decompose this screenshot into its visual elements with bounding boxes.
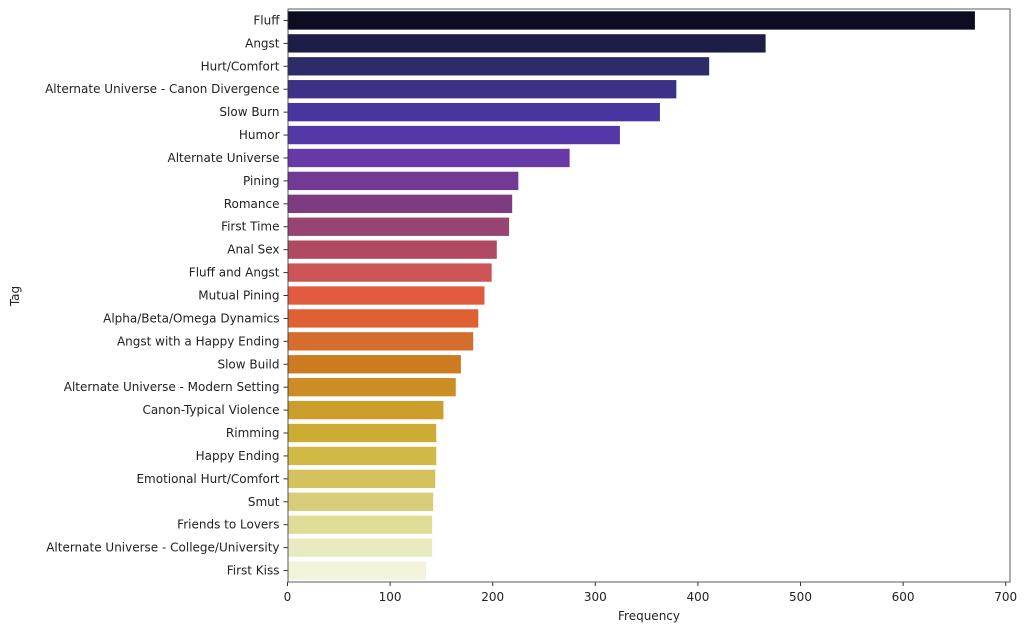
bar — [287, 400, 444, 420]
y-tick-label: First Kiss — [227, 564, 280, 578]
y-tick-label: Fluff and Angst — [189, 266, 280, 280]
bar — [287, 538, 433, 557]
y-tick-label: Romance — [224, 197, 280, 211]
bar — [287, 11, 975, 30]
x-tick-label: 700 — [994, 590, 1017, 604]
x-tick-label: 300 — [584, 590, 607, 604]
x-tick-label: 600 — [892, 590, 915, 604]
x-tick-label: 200 — [481, 590, 504, 604]
x-tick-label: 500 — [789, 590, 812, 604]
y-tick-label: Hurt/Comfort — [201, 59, 280, 73]
x-tick-label: 400 — [686, 590, 709, 604]
y-tick-label: Anal Sex — [227, 243, 279, 257]
y-tick-label: Humor — [239, 128, 280, 142]
y-tick-label: Alternate Universe - Modern Setting — [64, 380, 280, 394]
bar — [287, 332, 474, 351]
y-tick-label: Mutual Pining — [198, 289, 279, 303]
x-tick-label: 0 — [284, 590, 292, 604]
y-tick-label: Alternate Universe - Canon Divergence — [45, 82, 279, 96]
plot-frame — [287, 8, 1011, 583]
y-tick-label: Rimming — [226, 426, 280, 440]
bar — [287, 57, 710, 76]
bar — [287, 171, 519, 191]
bar — [287, 263, 492, 282]
y-tick-label: Friends to Lovers — [177, 518, 279, 532]
bar — [287, 355, 461, 374]
bar — [287, 561, 427, 580]
bar — [287, 309, 479, 328]
bar — [287, 446, 437, 466]
y-tick-label: Slow Burn — [219, 105, 279, 119]
y-tick-label: Alternate Universe - College/University — [46, 541, 279, 555]
bar — [287, 286, 485, 305]
bar — [287, 492, 434, 511]
x-axis-label: Frequency — [618, 609, 680, 623]
y-tick-label: Angst with a Happy Ending — [117, 334, 280, 348]
bar — [287, 423, 437, 443]
bar — [287, 34, 766, 53]
bar — [287, 148, 570, 168]
bar — [287, 217, 510, 236]
x-tick-label: 100 — [379, 590, 402, 604]
bar — [287, 102, 660, 122]
y-tick-label: Happy Ending — [196, 449, 280, 463]
y-tick-label: Pining — [243, 174, 279, 188]
bar — [287, 80, 677, 99]
bar — [287, 194, 513, 213]
y-tick-label: First Time — [221, 220, 279, 234]
y-tick-label: Alternate Universe — [168, 151, 280, 165]
bar — [287, 515, 433, 534]
y-tick-label: Slow Build — [217, 357, 279, 371]
y-tick-label: Canon-Typical Violence — [142, 403, 279, 417]
bar — [287, 240, 497, 259]
bar — [287, 469, 436, 489]
y-tick-label: Angst — [245, 36, 280, 50]
bar — [287, 125, 620, 145]
y-tick-label: Emotional Hurt/Comfort — [136, 472, 279, 486]
y-tick-label: Smut — [248, 495, 280, 509]
y-tick-label: Alpha/Beta/Omega Dynamics — [103, 311, 279, 325]
y-tick-label: Fluff — [253, 13, 280, 27]
y-axis-label: Tag — [8, 286, 22, 307]
bar — [287, 378, 456, 397]
